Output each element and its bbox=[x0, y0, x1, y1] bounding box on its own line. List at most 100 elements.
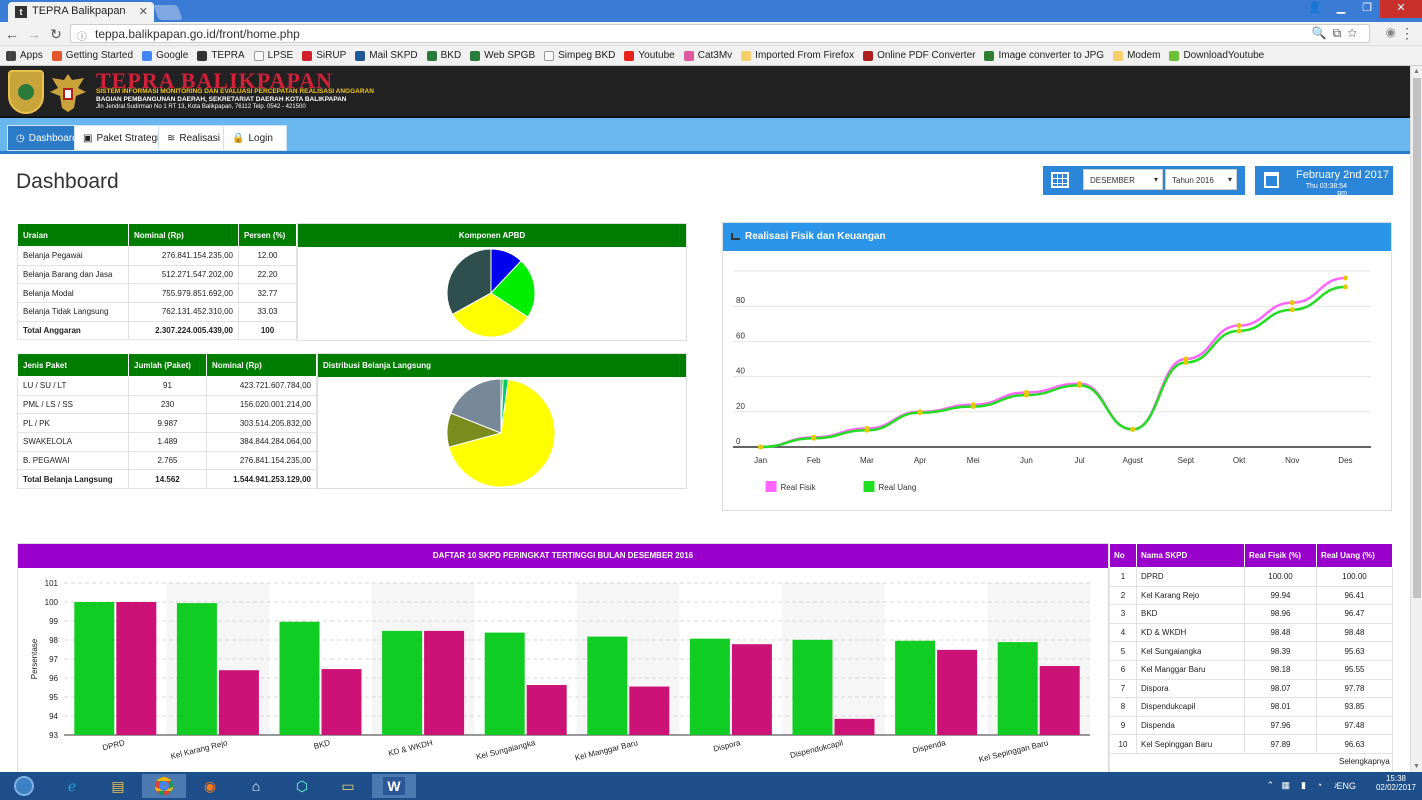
data-point[interactable] bbox=[1077, 382, 1083, 388]
bar-real-fisik[interactable] bbox=[484, 632, 525, 735]
restore-icon[interactable]: ❐ bbox=[1362, 2, 1372, 14]
extension-icon[interactable]: ◉ bbox=[1385, 25, 1396, 39]
selengkapnya-link[interactable]: Selengkapnya bbox=[1339, 757, 1390, 766]
data-point[interactable] bbox=[811, 435, 817, 441]
bar-real-fisik[interactable] bbox=[279, 621, 320, 735]
bar-real-uang[interactable] bbox=[731, 644, 772, 735]
data-point[interactable] bbox=[1183, 356, 1189, 362]
data-point[interactable] bbox=[917, 410, 923, 416]
pie-slice[interactable] bbox=[490, 260, 536, 318]
scrollbar-thumb[interactable] bbox=[1413, 78, 1421, 598]
pie-slice[interactable] bbox=[446, 248, 492, 315]
year-select[interactable]: Tahun 2016 bbox=[1165, 169, 1237, 190]
data-point[interactable] bbox=[1289, 300, 1295, 306]
browser-menu-icon[interactable]: ⋮ bbox=[1400, 25, 1414, 41]
scroll-down-icon[interactable]: ▼ bbox=[1413, 763, 1420, 770]
tray-volume-icon[interactable]: ♪ bbox=[1333, 780, 1339, 790]
bar-real-fisik[interactable] bbox=[587, 636, 628, 735]
bookmark-item[interactable]: Mail SKPD bbox=[355, 50, 418, 61]
chrome-icon[interactable] bbox=[142, 774, 186, 798]
tray-clock[interactable]: 15:38 02/02/2017 bbox=[1376, 774, 1416, 792]
bookmark-item[interactable]: Google bbox=[142, 50, 188, 61]
url-input[interactable]: ⓘ teppa.balikpapan.go.id/front/home.php … bbox=[70, 24, 1370, 43]
bookmark-item[interactable]: Web SPGB bbox=[470, 50, 535, 61]
tray-language[interactable]: ENG bbox=[1336, 781, 1356, 791]
data-point[interactable] bbox=[1236, 328, 1242, 334]
page-scrollbar[interactable]: ▲ ▼ bbox=[1410, 66, 1422, 772]
zoom-icon[interactable]: 🔍 bbox=[1311, 26, 1333, 40]
new-tab-button[interactable] bbox=[153, 5, 183, 20]
nox-icon[interactable]: ⬡ bbox=[295, 777, 309, 794]
bookmark-item[interactable]: TEPRA bbox=[197, 50, 245, 61]
bookmark-item[interactable]: Imported From Firefox bbox=[741, 50, 854, 61]
tray-battery-icon[interactable]: ▮ bbox=[1301, 780, 1306, 790]
data-point[interactable] bbox=[1130, 426, 1136, 432]
data-point[interactable] bbox=[1023, 392, 1029, 398]
minimize-icon[interactable]: ▁ bbox=[1336, 2, 1346, 14]
tab-login[interactable]: 🔒 Login bbox=[223, 125, 287, 151]
reload-icon[interactable]: ↻ bbox=[50, 26, 62, 42]
bar-real-fisik[interactable] bbox=[895, 640, 936, 735]
bookmark-item[interactable]: SiRUP bbox=[302, 50, 346, 61]
data-point[interactable] bbox=[864, 427, 870, 433]
bar-real-uang[interactable] bbox=[629, 686, 670, 735]
bar-real-fisik[interactable] bbox=[689, 638, 730, 735]
tab-close-icon[interactable]: ✕ bbox=[138, 6, 148, 18]
month-select[interactable]: DESEMBER bbox=[1083, 169, 1163, 190]
browser-tab[interactable]: t TEPRA Balikpapan ✕ bbox=[8, 2, 154, 22]
folder-icon[interactable]: ▭ bbox=[341, 777, 355, 794]
scroll-up-icon[interactable]: ▲ bbox=[1413, 68, 1420, 75]
bookmark-item[interactable]: Image converter to JPG bbox=[984, 50, 1104, 61]
bookmark-item[interactable]: Apps bbox=[6, 50, 43, 61]
bookmark-item[interactable]: BKD bbox=[426, 50, 461, 61]
start-button[interactable] bbox=[2, 774, 46, 798]
translate-icon[interactable]: ⧉ bbox=[1332, 26, 1348, 40]
bar-real-uang[interactable] bbox=[424, 630, 465, 735]
tab-dashboard[interactable]: ◷ Dashboard bbox=[7, 125, 87, 151]
forward-icon[interactable]: → bbox=[27, 26, 41, 42]
bar-real-fisik[interactable] bbox=[382, 630, 423, 735]
pie-slice[interactable] bbox=[450, 378, 502, 434]
profile-icon[interactable]: 👤 bbox=[1308, 2, 1322, 14]
bookmark-star-icon[interactable]: ☆ bbox=[1347, 26, 1363, 40]
data-point[interactable] bbox=[1342, 275, 1348, 281]
tray-arrow-icon[interactable]: ⌃ bbox=[1266, 780, 1274, 790]
close-window-icon[interactable]: ✕ bbox=[1380, 0, 1422, 18]
tray-network-icon[interactable]: ▦ bbox=[1281, 780, 1290, 790]
bookmark-item[interactable]: Modem bbox=[1113, 50, 1160, 61]
back-icon[interactable]: ← bbox=[5, 26, 19, 42]
bar-real-uang[interactable] bbox=[834, 718, 875, 735]
bookmark-item[interactable]: Youtube bbox=[624, 50, 675, 61]
data-point[interactable] bbox=[1289, 307, 1295, 313]
tab-paket-strategis[interactable]: ▣ Paket Strategis bbox=[74, 125, 174, 151]
bookmark-item[interactable]: Getting Started bbox=[51, 50, 133, 61]
tab-realisasi[interactable]: ≋ Realisasi bbox=[158, 125, 229, 151]
file-explorer-icon[interactable]: ▤ bbox=[111, 777, 125, 794]
data-point[interactable] bbox=[1236, 323, 1242, 329]
bar-real-uang[interactable] bbox=[526, 685, 567, 735]
bar-real-fisik[interactable] bbox=[176, 603, 217, 735]
data-point[interactable] bbox=[970, 404, 976, 410]
home-icon[interactable]: ⌂ bbox=[251, 778, 261, 794]
bar-real-uang[interactable] bbox=[321, 669, 362, 735]
ie-icon[interactable]: ℯ bbox=[67, 777, 77, 794]
bookmark-item[interactable]: Online PDF Converter bbox=[863, 50, 975, 61]
bookmark-item[interactable]: Cat3Mv bbox=[683, 50, 732, 61]
bar-real-fisik[interactable] bbox=[74, 602, 115, 735]
word-icon[interactable]: W bbox=[372, 774, 416, 798]
bar-real-uang[interactable] bbox=[937, 649, 978, 735]
bookmark-item[interactable]: Simpeg BKD bbox=[544, 50, 615, 61]
data-point[interactable] bbox=[1183, 360, 1189, 366]
tray-wifi-icon[interactable]: ◔ bbox=[1316, 780, 1322, 790]
bar-real-uang[interactable] bbox=[218, 670, 259, 735]
bar-real-uang[interactable] bbox=[116, 602, 157, 735]
bookmark-item[interactable]: DownloadYoutube bbox=[1169, 50, 1264, 61]
bookmark-item[interactable]: LPSE bbox=[253, 50, 293, 61]
bar-real-fisik[interactable] bbox=[997, 642, 1038, 735]
bar-real-fisik[interactable] bbox=[792, 639, 833, 735]
data-point[interactable] bbox=[1342, 284, 1348, 290]
firefox-icon[interactable]: ◉ bbox=[203, 777, 217, 794]
page-info-icon[interactable]: ⓘ bbox=[77, 32, 87, 43]
bar-real-uang[interactable] bbox=[1039, 666, 1080, 735]
data-point[interactable] bbox=[758, 444, 764, 450]
